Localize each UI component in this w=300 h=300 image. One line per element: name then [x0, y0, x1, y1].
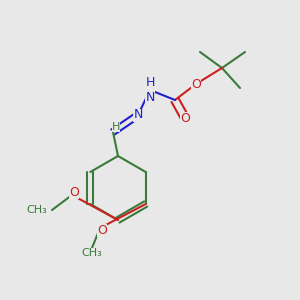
- Text: O: O: [180, 112, 190, 124]
- Text: N: N: [133, 109, 143, 122]
- Text: CH₃: CH₃: [26, 205, 47, 215]
- Text: O: O: [97, 224, 107, 236]
- Text: O: O: [69, 185, 79, 199]
- Text: H: H: [112, 122, 120, 132]
- Text: O: O: [191, 77, 201, 91]
- Text: H
N: H N: [145, 76, 155, 104]
- Text: CH₃: CH₃: [82, 248, 102, 258]
